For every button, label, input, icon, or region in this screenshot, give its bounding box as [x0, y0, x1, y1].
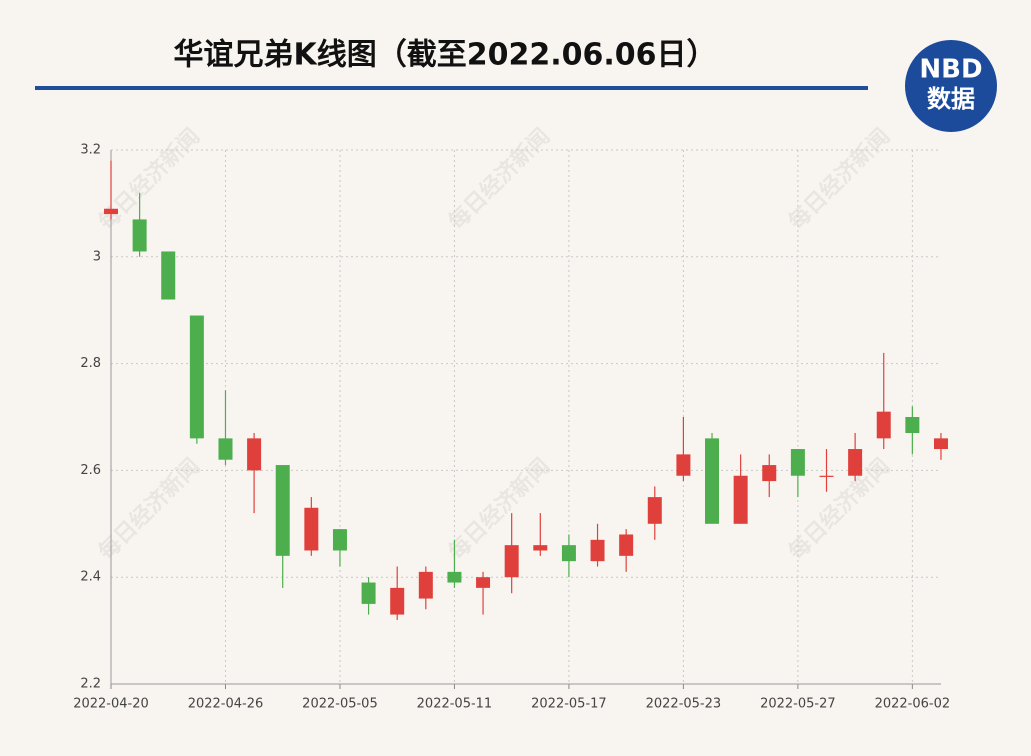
x-tick-label: 2022-06-02	[875, 697, 951, 712]
candle-body	[705, 438, 720, 524]
candle-body	[876, 411, 891, 439]
x-tick-label: 2022-05-11	[417, 697, 493, 712]
candle-body	[561, 545, 576, 562]
candle-body	[647, 497, 662, 524]
logo-bottom: 数据	[927, 85, 975, 113]
x-tick-label: 2022-05-23	[646, 697, 722, 712]
y-tick-label: 3	[93, 249, 101, 264]
candle-body	[790, 449, 805, 476]
candle-body	[447, 571, 462, 583]
candle-body	[533, 545, 548, 551]
y-tick-label: 2.6	[80, 463, 101, 478]
candle-body	[247, 438, 262, 471]
x-tick-label: 2022-04-20	[73, 697, 149, 712]
x-tick-label: 2022-05-27	[760, 697, 836, 712]
candle-body	[762, 465, 777, 482]
candle-body	[476, 577, 491, 588]
candle-body	[504, 545, 519, 578]
candle-body	[218, 438, 233, 460]
candle-body	[275, 465, 290, 556]
candle-body	[390, 587, 405, 615]
y-tick-label: 2.4	[80, 570, 101, 585]
candle-body	[189, 315, 204, 439]
candle-body	[905, 417, 920, 434]
y-tick-label: 2.8	[80, 356, 101, 371]
candle-body	[132, 219, 147, 252]
logo-top: NBD	[919, 55, 982, 85]
candle-body	[733, 475, 748, 524]
y-tick-label: 3.2	[80, 143, 101, 158]
x-tick-label: 2022-05-05	[302, 697, 378, 712]
x-tick-label: 2022-05-17	[531, 697, 607, 712]
candle-body	[590, 539, 605, 562]
candle-body	[848, 449, 863, 476]
candle-body	[418, 571, 433, 599]
candle-body	[161, 251, 176, 300]
candle-body	[619, 534, 634, 556]
candle-body	[933, 438, 948, 450]
logo-circle	[905, 40, 997, 132]
candle-body	[304, 507, 319, 551]
candle-body	[676, 454, 691, 476]
candle-body	[104, 208, 118, 215]
title-underline	[35, 86, 868, 90]
candle-body	[361, 582, 376, 604]
chart-title: 华谊兄弟K线图（截至2022.06.06日）	[173, 38, 716, 73]
y-tick-label: 2.2	[80, 677, 101, 692]
candle-body	[819, 475, 834, 477]
candle-body	[332, 529, 347, 551]
x-tick-label: 2022-04-26	[188, 697, 264, 712]
